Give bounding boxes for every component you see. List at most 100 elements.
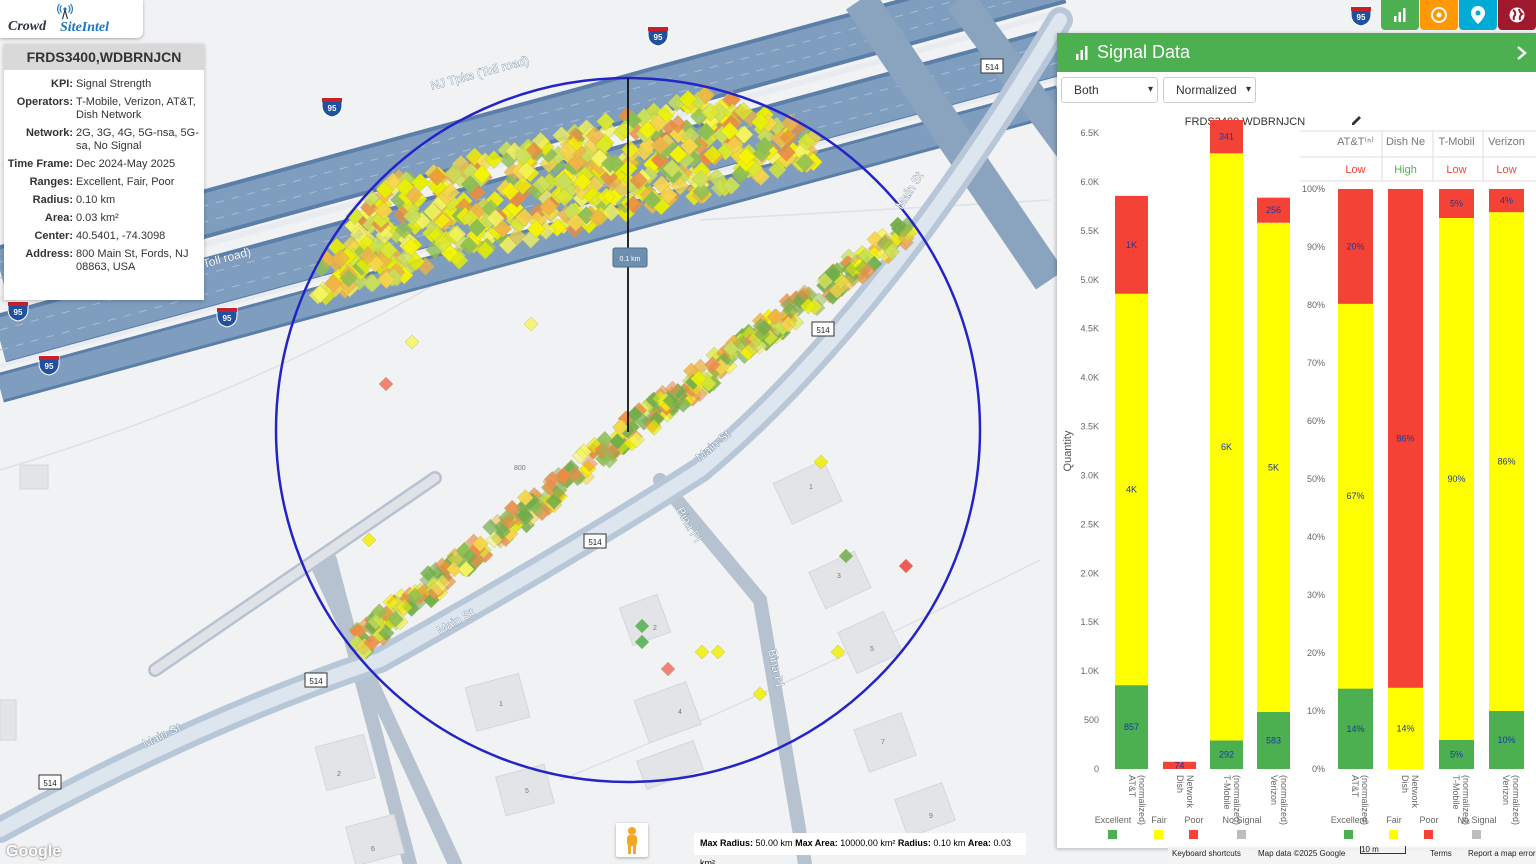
chart-bar[interactable] (1257, 711, 1290, 769)
signal-cell (572, 181, 592, 201)
radius-label-text: Radius: (897, 838, 931, 848)
column-header: T-Mobil (1438, 136, 1474, 148)
signal-cell (662, 159, 682, 178)
chart-bar[interactable] (1439, 189, 1474, 218)
app-logo[interactable]: Crowd SiteIntel (0, 0, 143, 38)
rating-label: Low (1446, 164, 1466, 176)
chart-bar[interactable] (1388, 687, 1423, 769)
signal-cell (652, 390, 669, 407)
building-number: 800 (514, 465, 526, 472)
signal-cell (782, 302, 799, 319)
legend-swatch[interactable] (1189, 830, 1198, 839)
legend-swatch[interactable] (1472, 830, 1481, 839)
scale-bar[interactable]: 10 m (1360, 846, 1406, 854)
column-header: Dish Ne (1386, 136, 1425, 148)
y-tick-label: 60% (1307, 416, 1325, 426)
signal-cell (406, 587, 424, 605)
legend-swatch[interactable] (1389, 830, 1398, 839)
route-shield: 514 (980, 58, 1004, 74)
chart-bar[interactable] (1338, 303, 1373, 689)
data-label: 67% (1346, 491, 1364, 501)
legend-swatch[interactable] (1344, 830, 1353, 839)
building-number: 6 (371, 846, 375, 853)
x-tick-label: AT&T (1127, 775, 1137, 798)
signal-data-button[interactable] (1381, 0, 1419, 30)
data-label: 5K (1268, 462, 1279, 472)
chart-bar[interactable] (1489, 711, 1524, 769)
chart-bar[interactable] (1210, 119, 1243, 154)
x-tick-label: Dish (1400, 775, 1410, 793)
logo-text-crowd: Crowd (8, 19, 47, 34)
legend-swatch[interactable] (1424, 830, 1433, 839)
x-tick-label: (normalized) (1461, 775, 1471, 825)
signal-cell (494, 523, 511, 540)
chart-bar[interactable] (1163, 761, 1196, 769)
street-view-pegman[interactable] (616, 823, 648, 857)
building-number: 2 (337, 771, 341, 778)
globe-icon (1509, 7, 1525, 23)
signal-cell (539, 154, 559, 174)
signal-cell (515, 208, 534, 227)
chart-bar[interactable] (1338, 688, 1373, 769)
signal-bars-icon (1394, 8, 1406, 22)
signal-cell (777, 143, 796, 162)
signal-cell (312, 258, 331, 277)
chart-bar[interactable] (1439, 740, 1474, 769)
location-button[interactable] (1459, 0, 1497, 30)
signal-cell (725, 135, 744, 155)
signal-cell (571, 447, 589, 465)
legend-swatch[interactable] (1108, 830, 1117, 839)
legend-swatch[interactable] (1237, 830, 1246, 839)
chart-bar[interactable] (1489, 189, 1524, 213)
signal-cell (339, 269, 358, 288)
column-header: AT&T⁽ⁿ⁾ (1337, 136, 1374, 148)
report-map-error-link[interactable]: Report a map error (1468, 849, 1536, 858)
pegman-icon (627, 827, 637, 854)
globe-button[interactable] (1498, 0, 1536, 30)
chart-bar[interactable] (1115, 685, 1148, 769)
panel-header: Signal Data (1057, 33, 1536, 72)
chart-bar[interactable] (1257, 222, 1290, 712)
y-tick-label: 80% (1307, 300, 1325, 310)
info-key-timeframe: Time Frame: (7, 158, 73, 170)
chevron-right-icon[interactable] (1514, 41, 1530, 65)
signal-cell (517, 161, 536, 181)
signal-cell (704, 356, 721, 373)
keyboard-shortcuts-link[interactable]: Keyboard shortcuts (1172, 849, 1241, 858)
signal-cell (526, 219, 546, 239)
y-tick-label: 5.5K (1080, 226, 1099, 236)
data-label: 341 (1219, 132, 1234, 142)
chart-bar[interactable] (1338, 189, 1373, 304)
chart-bar[interactable] (1210, 153, 1243, 741)
chart-bar[interactable] (1257, 197, 1290, 223)
signal-cell (460, 175, 480, 194)
edit-icon[interactable] (1352, 116, 1361, 125)
signal-cell (427, 167, 447, 186)
y-tick-label: 500 (1084, 715, 1099, 725)
signal-cell (767, 308, 785, 325)
chart-bar[interactable] (1388, 189, 1423, 688)
signal-cell (678, 89, 698, 109)
signal-cell (523, 316, 539, 332)
signal-cell (378, 376, 394, 392)
signal-cell (836, 275, 853, 293)
chevron-down-icon: ▾ (1245, 84, 1251, 95)
chart-bar[interactable] (1489, 212, 1524, 711)
google-logo[interactable]: Google (6, 843, 62, 860)
signal-cell (516, 506, 533, 524)
chart-bar[interactable] (1115, 293, 1148, 686)
signal-cell (542, 473, 559, 490)
info-value-address: 800 Main St, Fords, NJ 08863, USA (76, 248, 189, 273)
chart-bar[interactable] (1115, 195, 1148, 294)
chart-bar[interactable] (1210, 740, 1243, 769)
terms-link[interactable]: Terms (1430, 849, 1452, 858)
signal-cell (513, 176, 532, 195)
target-button[interactable] (1420, 0, 1458, 30)
signal-cell (669, 145, 688, 164)
legend-swatch[interactable] (1154, 830, 1163, 839)
signal-cell (379, 240, 398, 260)
operator-select[interactable]: Both ▾ (1061, 77, 1158, 103)
map-pin-icon (1471, 6, 1485, 24)
chart-bar[interactable] (1439, 218, 1474, 740)
mode-select[interactable]: Normalized ▾ (1163, 77, 1256, 103)
